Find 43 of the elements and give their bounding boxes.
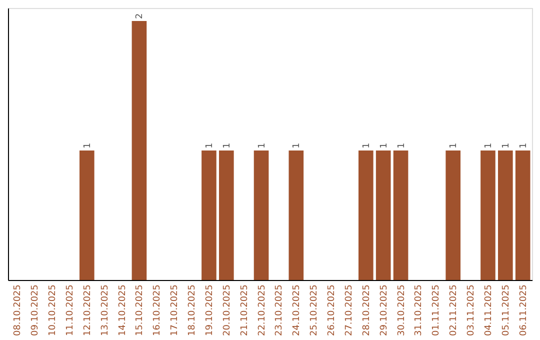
x-tick-label: 30.10.2025 (396, 284, 407, 336)
x-tick-label: 20.10.2025 (222, 284, 232, 336)
data-label: 1 (362, 142, 372, 148)
x-tick-label: 13.10.2025 (100, 284, 110, 336)
x-tick-label: 26.10.2025 (327, 284, 338, 336)
x-tick-label: 14.10.2025 (118, 284, 128, 336)
x-tick-label: 06.11.2025 (518, 284, 529, 336)
x-tick-label: 09.10.2025 (30, 284, 41, 336)
x-tick-label: 03.11.2025 (466, 284, 477, 336)
data-label: 1 (379, 142, 390, 148)
data-label: 2 (135, 13, 146, 19)
x-tick-label: 12.10.2025 (82, 284, 93, 336)
x-tick-label: 04.11.2025 (484, 284, 494, 336)
data-label: 1 (292, 142, 302, 148)
x-tick-label: 05.11.2025 (501, 284, 512, 336)
data-label: 1 (484, 142, 494, 148)
x-tick-label: 19.10.2025 (204, 284, 215, 336)
data-label: 1 (501, 142, 512, 148)
x-tick-label: 24.10.2025 (292, 284, 302, 336)
data-label: 1 (222, 142, 232, 148)
x-tick-label: 02.11.2025 (449, 284, 460, 336)
x-tick-label: 25.10.2025 (310, 284, 320, 336)
x-tick-label: 23.10.2025 (274, 284, 285, 336)
data-label: 1 (257, 142, 268, 148)
x-tick-label: 11.10.2025 (65, 284, 76, 336)
x-tick-label: 15.10.2025 (135, 284, 146, 336)
x-tick-label: 08.10.2025 (13, 284, 24, 336)
x-tick-label: 10.10.2025 (48, 284, 58, 336)
x-tick-label: 31.10.2025 (414, 284, 424, 336)
x-tick-label: 27.10.2025 (344, 284, 354, 336)
x-tick-label: 29.10.2025 (379, 284, 390, 336)
data-label: 1 (449, 142, 460, 148)
data-label: 1 (518, 142, 529, 148)
data-label: 1 (396, 142, 407, 148)
x-tick-label: 01.11.2025 (432, 284, 442, 336)
x-tick-label: 21.10.2025 (240, 284, 250, 336)
data-label: 1 (204, 142, 215, 148)
x-tick-label: 16.10.2025 (152, 284, 163, 336)
x-tick-label: 22.10.2025 (257, 284, 268, 336)
x-tick-label: 28.10.2025 (362, 284, 372, 336)
x-tick-label: 18.10.2025 (188, 284, 198, 336)
x-tick-label: 17.10.2025 (170, 284, 180, 336)
data-label: 1 (82, 142, 93, 148)
